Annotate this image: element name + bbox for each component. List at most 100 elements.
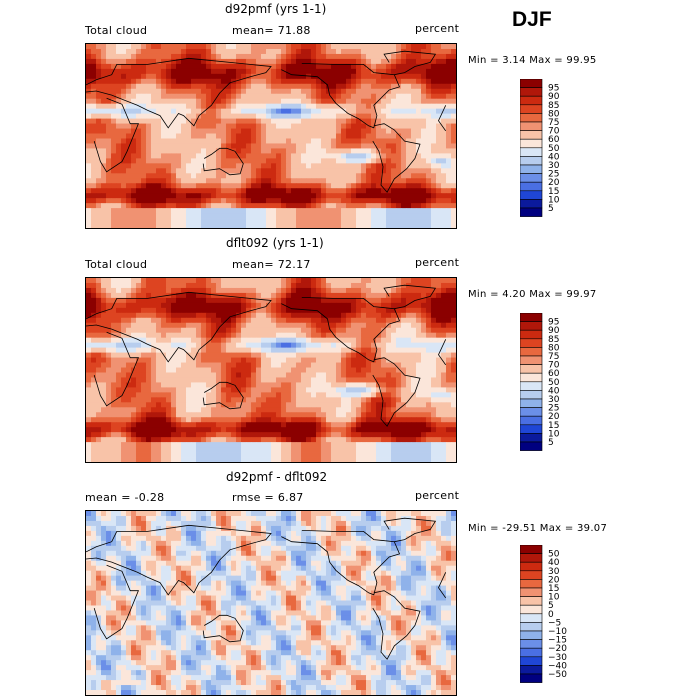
colorbar-tick-label: 90 [548, 92, 560, 102]
colorbar-swatch [519, 364, 543, 374]
colorbar-tick-label: 80 [548, 343, 560, 353]
colorbar-swatch [519, 156, 543, 166]
colorbar-swatch [519, 355, 543, 365]
colorbar-swatch [519, 561, 543, 572]
colorbar-swatch [519, 190, 543, 200]
panel1-map-field [86, 44, 456, 228]
colorbar-swatch [519, 164, 543, 174]
panel1-title: d92pmf (yrs 1-1) [225, 2, 327, 16]
colorbar-tick-label: −50 [548, 670, 567, 680]
colorbar-swatch [519, 665, 543, 675]
colorbar-tick-label: −30 [548, 653, 567, 663]
colorbar-swatch [519, 207, 543, 217]
colorbar-swatch [519, 433, 543, 443]
coastline [202, 147, 244, 176]
panel1-mean-label: mean= 71.88 [232, 24, 311, 37]
colorbar-tick-label: 50 [548, 378, 560, 388]
colorbar-swatch [519, 199, 543, 209]
panel3-minmax: Min = -29.51 Max = 39.07 [468, 523, 608, 534]
colorbar-swatch [519, 424, 543, 434]
colorbar-tick-label: 40 [548, 558, 560, 568]
coastline [281, 297, 401, 363]
colorbar-swatch [519, 147, 543, 157]
panel2-mean-label: mean= 72.17 [232, 258, 311, 271]
colorbar-swatch [519, 656, 543, 666]
colorbar-tick-label: 30 [548, 395, 560, 405]
coastline [202, 614, 244, 643]
colorbar-swatch [519, 338, 543, 348]
colorbar-swatch [519, 347, 543, 357]
colorbar-swatch [519, 381, 543, 391]
colorbar-swatch [519, 630, 543, 640]
colorbar-tick-label: −15 [548, 636, 567, 646]
coastline [281, 63, 401, 129]
colorbar-tick-label: 95 [548, 84, 559, 94]
colorbar-swatch [519, 130, 543, 140]
panel1-map [85, 43, 457, 229]
colorbar-tick-label: 85 [548, 335, 559, 345]
colorbar-tick-label: −20 [548, 644, 567, 654]
colorbar-swatch [519, 553, 543, 563]
colorbar-swatch [519, 104, 543, 114]
colorbar-tick-label: 60 [548, 369, 560, 379]
colorbar-swatch [519, 398, 543, 408]
colorbar-swatch [519, 579, 543, 589]
panel3-units-label: percent [415, 489, 460, 502]
colorbar-swatch [519, 329, 543, 340]
coastline [93, 331, 139, 407]
coastline [93, 97, 139, 173]
colorbar-swatch [519, 673, 543, 683]
colorbar-tick-label: 40 [548, 152, 560, 162]
panel3-map [85, 510, 457, 696]
coastline [438, 339, 447, 366]
panel1-variable-label: Total cloud [85, 24, 148, 37]
colorbar-tick-label: −5 [548, 618, 561, 628]
colorbar-swatch [519, 87, 543, 97]
colorbar-tick-label: 0 [548, 610, 554, 620]
colorbar-swatch [519, 95, 543, 106]
colorbar-swatch [519, 570, 543, 580]
colorbar-tick-label: 75 [548, 118, 559, 128]
colorbar-tick-label: 40 [548, 386, 560, 396]
colorbar-tick-label: 95 [548, 318, 559, 328]
colorbar-tick-label: 5 [548, 438, 554, 448]
coastline [372, 123, 421, 193]
colorbar-swatch [519, 639, 543, 649]
colorbar-tick-label: 30 [548, 161, 560, 171]
panel2-variable-label: Total cloud [85, 258, 148, 271]
panel3-rmse-label: rmse = 6.87 [232, 491, 304, 504]
colorbar-tick-label: 50 [548, 550, 560, 560]
colorbar-swatch [519, 407, 543, 417]
coastline [86, 291, 272, 363]
coastline [383, 517, 437, 543]
panel2-minmax: Min = 4.20 Max = 99.97 [468, 289, 597, 300]
colorbar-swatch [519, 622, 543, 632]
colorbar-tick-label: 70 [548, 127, 560, 137]
panel1-minmax: Min = 3.14 Max = 99.95 [468, 55, 597, 66]
coastline [86, 57, 272, 129]
panel3-colorbar: 50 40 30 20 15 10 5 0 −5 −10 −15 −20 −30 −40 −50 [519, 544, 580, 694]
colorbar-tick-label: 15 [548, 187, 559, 197]
colorbar-tick-label: 10 [548, 429, 560, 439]
colorbar-tick-label: 10 [548, 195, 560, 205]
panel1-colorbar: 95 90 85 80 75 70 60 50 40 30 25 20 15 10 5 [519, 78, 580, 228]
colorbar-tick-label: 20 [548, 412, 560, 422]
colorbar-tick-label: 75 [548, 352, 559, 362]
colorbar-tick-label: 20 [548, 575, 560, 585]
colorbar-swatch [519, 113, 543, 123]
colorbar-tick-label: 5 [548, 601, 554, 611]
coastline [86, 524, 272, 596]
colorbar-swatch [519, 173, 543, 183]
coastline [202, 381, 244, 410]
colorbar-swatch [519, 604, 543, 615]
colorbar-tick-label: 90 [548, 326, 560, 336]
colorbar-tick-label: 5 [548, 204, 554, 214]
colorbar-swatch [519, 587, 543, 597]
colorbar-swatch [519, 596, 543, 606]
colorbar-tick-label: 10 [548, 593, 560, 603]
colorbar-tick-label: 50 [548, 144, 560, 154]
panel3-mean-label: mean = -0.28 [85, 491, 165, 504]
panel3-map-field [86, 511, 456, 695]
panel1-units-label: percent [415, 22, 460, 35]
colorbar-tick-label: 70 [548, 361, 560, 371]
